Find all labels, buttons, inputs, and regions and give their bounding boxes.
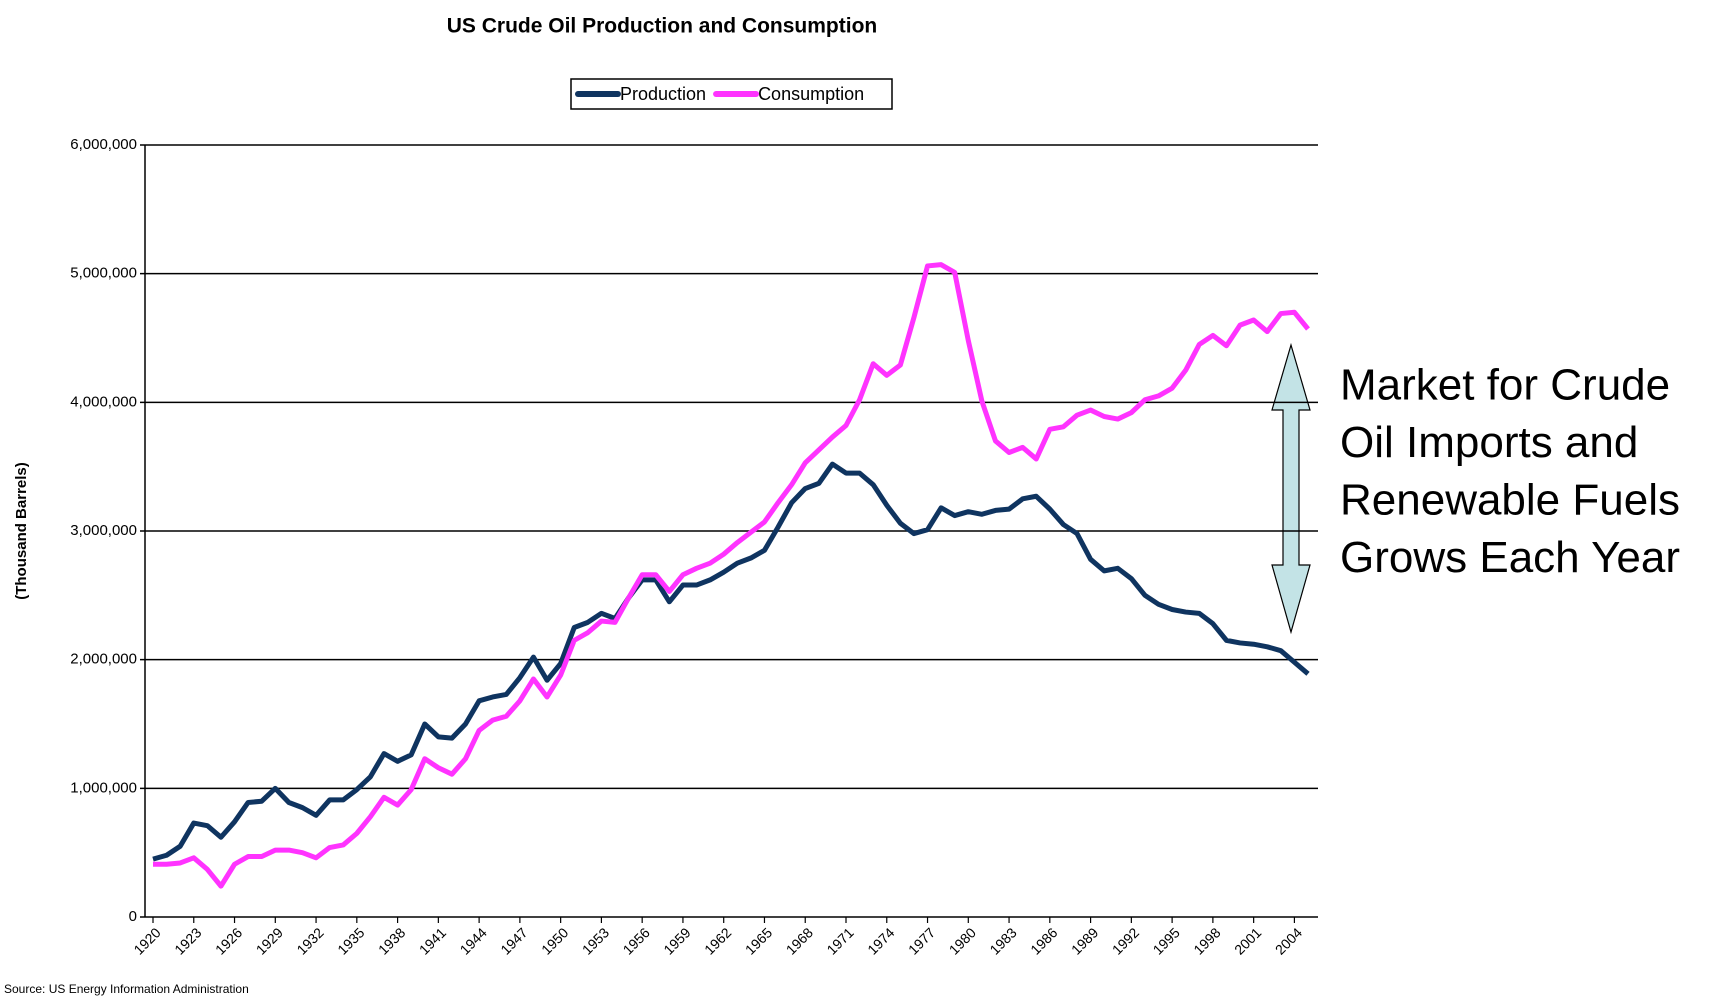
x-tick-label: 1935	[334, 924, 367, 957]
x-tick-label: 2001	[1231, 924, 1264, 957]
x-tick-label: 1959	[660, 924, 693, 957]
x-tick-label: 1968	[783, 924, 816, 957]
x-tick-label: 1980	[946, 924, 979, 957]
x-tick-label: 1929	[253, 924, 286, 957]
x-tick-label: 1992	[1109, 924, 1142, 957]
x-tick-label: 1965	[742, 924, 775, 957]
y-tick-label: 0	[129, 908, 137, 925]
x-tick-label: 1998	[1190, 924, 1223, 957]
x-tick-label: 1932	[293, 924, 326, 957]
annotation: Market for Crude	[1340, 361, 1670, 410]
x-tick-label: 1947	[497, 924, 530, 957]
source: Source: US Energy Information Administra…	[4, 982, 249, 996]
x-tick-label: 1920	[130, 924, 163, 957]
x-tick-label: 2004	[1272, 924, 1305, 957]
x-tick-label: 1923	[171, 924, 204, 957]
x-tick-label: 1971	[823, 924, 856, 957]
series-line	[152, 461, 1310, 862]
y-tick-label: 1,000,000	[70, 779, 137, 796]
y-tick-label: 2,000,000	[70, 651, 137, 668]
arrow	[1271, 342, 1311, 635]
x-tick-label: 1986	[1027, 924, 1060, 957]
x-tick-label: 1995	[1150, 924, 1183, 957]
series-line	[153, 262, 1310, 889]
chart-title: US Crude Oil Production and Consumption	[447, 15, 878, 38]
x-tick-label: 1941	[416, 924, 449, 957]
x-tick-label: 1926	[212, 924, 245, 957]
x-tick-label: 1944	[457, 924, 490, 957]
y-tick-label: 5,000,000	[70, 265, 137, 282]
x-tick-label: 1989	[1068, 924, 1101, 957]
y-axis-label: (Thousand Barrels)	[13, 462, 30, 600]
annotation: Grows Each Year	[1340, 533, 1680, 582]
y-tick-label: 4,000,000	[70, 393, 137, 410]
y-tick-label: 3,000,000	[70, 522, 137, 539]
annotation: Oil Imports and	[1340, 418, 1638, 467]
x-tick-label: 1962	[701, 924, 734, 957]
x-tick-label: 1974	[864, 924, 897, 957]
annotation: Renewable Fuels	[1340, 476, 1680, 525]
y-tick-label: 6,000,000	[70, 136, 137, 153]
x-tick-label: 1938	[375, 924, 408, 957]
legend-label: Production	[620, 84, 706, 104]
x-tick-label: 1983	[986, 924, 1019, 957]
x-tick-label: 1977	[905, 924, 938, 957]
x-tick-label: 1950	[538, 924, 571, 957]
x-tick-label: 1953	[579, 924, 612, 957]
legend-label: Consumption	[758, 84, 864, 104]
x-tick-label: 1956	[620, 924, 653, 957]
